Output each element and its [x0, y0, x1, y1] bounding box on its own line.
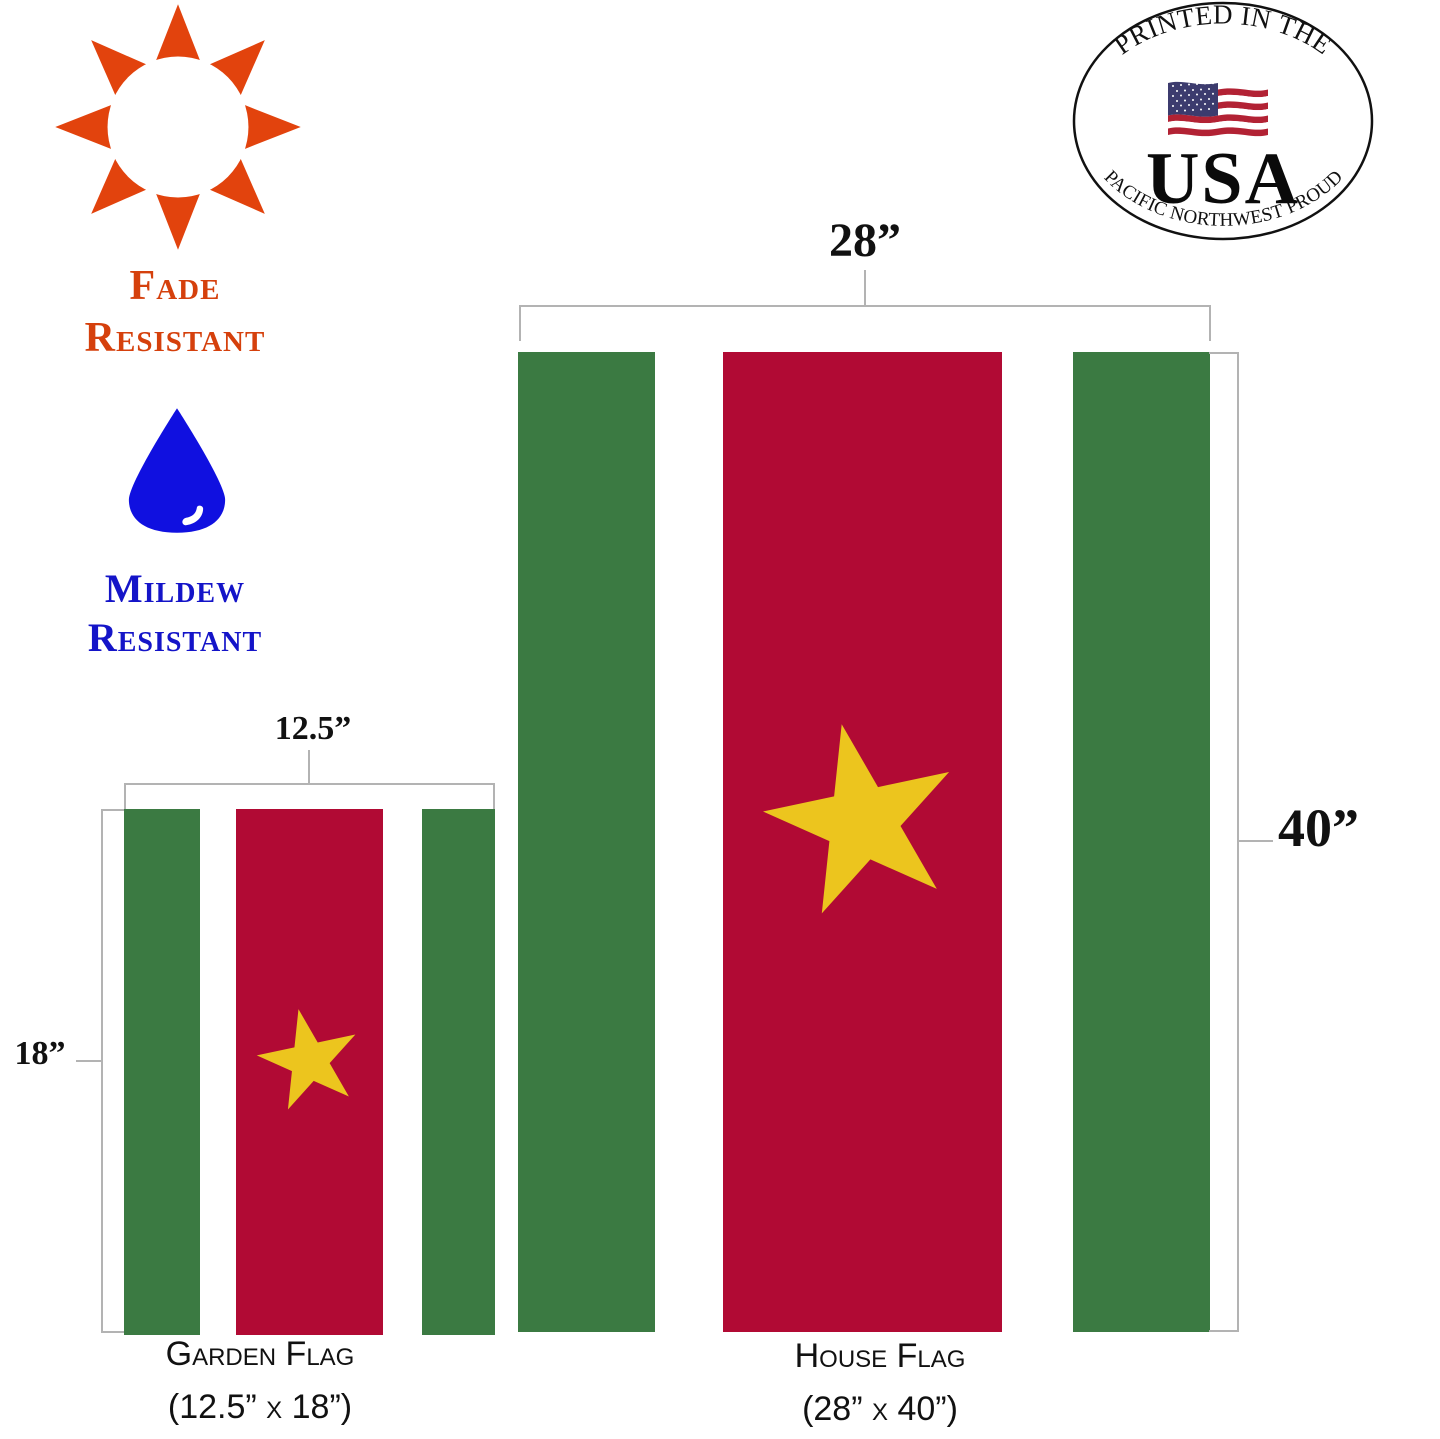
svg-text:PRINTED IN THE: PRINTED IN THE	[1108, 0, 1337, 60]
